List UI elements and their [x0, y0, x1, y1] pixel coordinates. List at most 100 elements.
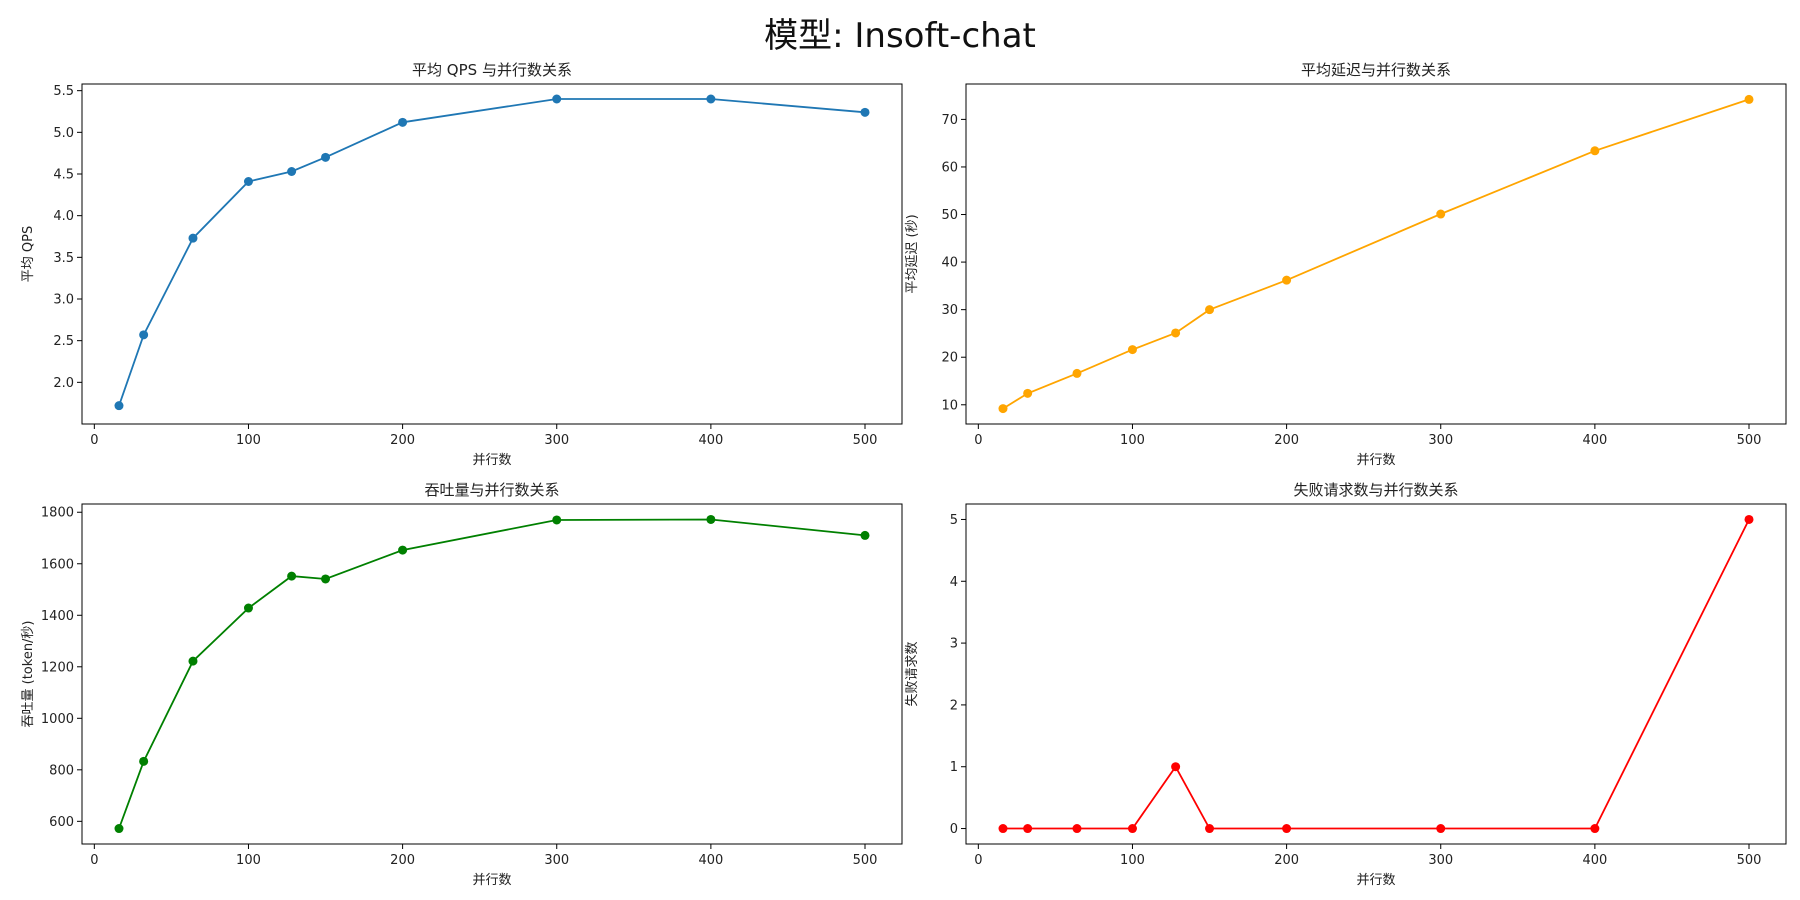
y-tick-label: 2	[950, 698, 958, 713]
x-tick-label: 500	[853, 433, 878, 448]
subplot-title: 失败请求数与并行数关系	[1293, 481, 1458, 499]
data-point-failed	[1127, 824, 1137, 834]
data-point-throughput	[860, 530, 870, 540]
y-tick-label: 10	[941, 398, 958, 413]
data-point-throughput	[188, 656, 198, 666]
data-point-throughput	[139, 756, 149, 766]
y-tick-label: 3.5	[53, 251, 74, 266]
data-point-qps	[243, 177, 253, 186]
x-tick-label: 300	[1428, 433, 1453, 448]
data-point-throughput	[243, 603, 253, 613]
x-axis-label: 并行数	[1356, 453, 1395, 468]
y-tick-label: 0	[950, 822, 958, 837]
y-tick-label: 5	[950, 513, 958, 528]
data-point-qps	[706, 94, 716, 104]
x-tick-label: 0	[974, 853, 982, 868]
data-point-failed	[1072, 824, 1082, 834]
data-point-qps	[552, 94, 562, 104]
x-tick-label: 0	[974, 433, 982, 448]
data-point-latency	[998, 404, 1008, 414]
x-tick-label: 300	[1428, 853, 1453, 868]
y-tick-label: 4.0	[53, 209, 74, 224]
x-tick-label: 200	[390, 433, 415, 448]
figure-suptitle: 模型: Insoft-chat	[764, 16, 1036, 56]
subplot-failed-requests: 失败请求数与并行数关系 0 100 200 300 400 500 0 1 2 3 4 5 并行数 失败请求…	[905, 481, 1787, 888]
series-line-throughput	[118, 518, 866, 829]
data-point-qps	[139, 330, 149, 340]
x-tick-label: 0	[90, 433, 98, 448]
x-tick-label: 100	[1120, 853, 1145, 868]
y-axis-label: 平均 QPS	[21, 226, 36, 282]
y-tick-label: 4.5	[53, 168, 74, 183]
y-axis-label: 吞吐量 (token/秒)	[21, 620, 36, 727]
y-tick-label: 70	[941, 113, 958, 128]
x-tick-label: 300	[544, 853, 569, 868]
axes-frame	[965, 503, 1787, 845]
data-point-latency	[1072, 368, 1082, 378]
axes-frame	[81, 83, 903, 425]
data-point-throughput	[114, 824, 124, 834]
data-point-latency	[1436, 209, 1446, 219]
y-tick-label: 5.0	[53, 126, 74, 141]
x-tick-label: 100	[236, 853, 261, 868]
data-point-failed	[1282, 824, 1292, 834]
y-tick-label: 3	[950, 637, 958, 652]
data-point-latency	[1590, 146, 1600, 156]
y-tick-label: 600	[49, 815, 74, 830]
data-point-qps	[860, 107, 870, 117]
y-tick-label: 1	[950, 760, 958, 775]
x-axis-label: 并行数	[1356, 873, 1395, 888]
data-point-failed	[1205, 824, 1215, 834]
subplot-title: 吞吐量与并行数关系	[424, 481, 559, 499]
y-tick-label: 40	[941, 256, 958, 271]
x-tick-label: 500	[853, 853, 878, 868]
data-point-throughput	[706, 514, 716, 524]
y-tick-label: 1400	[41, 609, 74, 624]
data-point-throughput	[398, 545, 408, 555]
data-point-latency	[1744, 94, 1754, 104]
y-tick-label: 30	[941, 303, 958, 318]
series-line-failed	[1003, 519, 1750, 830]
data-point-latency	[1127, 345, 1137, 355]
data-point-latency	[1171, 328, 1181, 338]
data-point-qps	[321, 152, 331, 162]
x-tick-label: 300	[544, 433, 569, 448]
y-tick-label: 1800	[41, 506, 74, 521]
data-point-qps	[114, 401, 124, 411]
series-line-qps	[118, 98, 866, 406]
data-point-failed	[1590, 824, 1600, 834]
data-point-failed	[1744, 514, 1754, 524]
data-point-throughput	[287, 571, 297, 581]
y-tick-label: 1000	[41, 712, 74, 727]
data-point-latency	[1282, 275, 1292, 285]
data-point-throughput	[552, 515, 562, 525]
y-axis-label: 失败请求数	[905, 641, 920, 706]
axes-frame	[965, 83, 1787, 425]
x-tick-label: 400	[698, 433, 723, 448]
y-tick-label: 20	[941, 351, 958, 366]
y-tick-label: 1600	[41, 557, 74, 572]
y-tick-label: 50	[941, 208, 958, 223]
x-tick-label: 200	[1274, 433, 1299, 448]
y-tick-label: 1200	[41, 660, 74, 675]
data-point-throughput	[321, 574, 331, 584]
series-line-latency	[1002, 98, 1750, 410]
y-tick-label: 60	[941, 160, 958, 175]
x-tick-label: 0	[90, 853, 98, 868]
y-tick-label: 3.0	[53, 293, 74, 308]
x-tick-label: 500	[1737, 853, 1762, 868]
x-tick-label: 100	[236, 433, 261, 448]
subplot-avg-qps: 平均 QPS 与并行数关系 0 100 200 300 400 500 2.0 2.5 3.0 3.…	[21, 61, 903, 468]
subplot-throughput: 吞吐量与并行数关系 0 100 200 300 400 500 600 800 1000 1200 1…	[21, 481, 903, 888]
subplot-avg-latency: 平均延迟与并行数关系 0 100 200 300 400 500 10 20 30 40 50 60 70…	[905, 61, 1787, 468]
x-axis-label: 并行数	[472, 453, 511, 468]
subplot-title: 平均延迟与并行数关系	[1301, 61, 1451, 79]
data-point-failed	[998, 824, 1008, 834]
y-tick-label: 2.5	[53, 334, 74, 349]
data-point-latency	[1205, 305, 1215, 315]
data-point-qps	[287, 167, 297, 176]
x-tick-label: 400	[698, 853, 723, 868]
x-tick-label: 400	[1582, 853, 1607, 868]
x-tick-label: 100	[1120, 433, 1145, 448]
